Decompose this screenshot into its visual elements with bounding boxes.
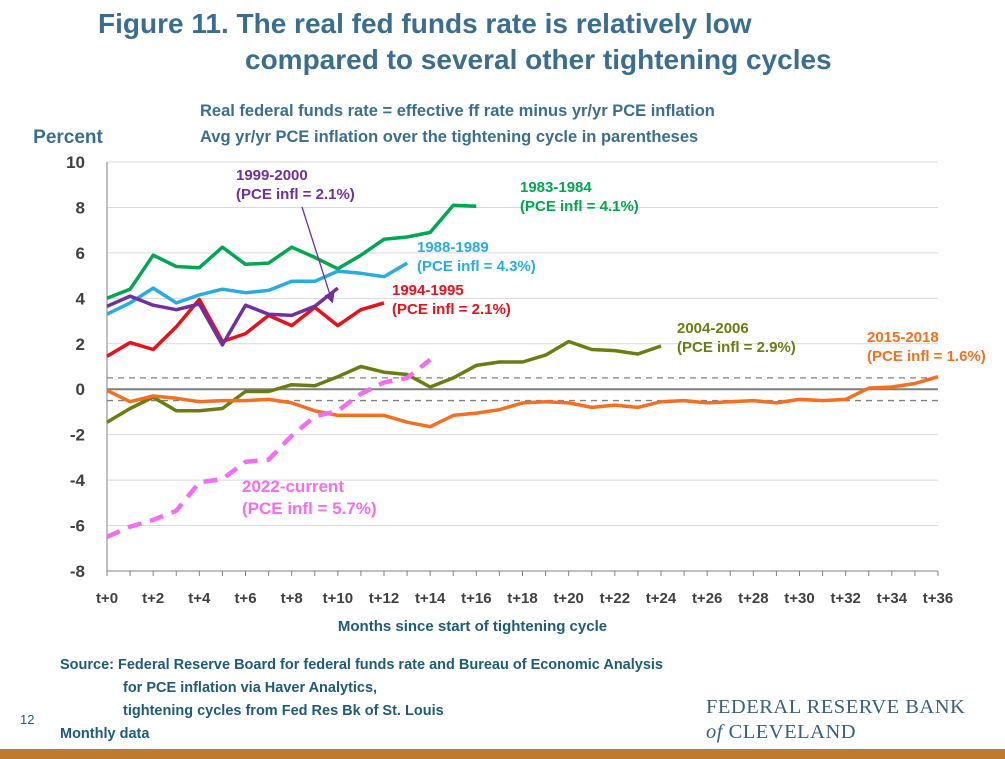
series-label-2015-2018: 2015-2018 (PCE infl = 1.6%) [867,329,986,365]
series-line-1988-1989 [106,261,408,316]
y-tick-label: -2 [70,426,85,445]
series-label-1999-2000: 1999-2000 (PCE infl = 2.1%) [236,167,355,203]
series-label-inflation: (PCE infl = 2.1%) [236,186,355,203]
series-label-inflation: (PCE infl = 2.9%) [677,339,796,356]
x-tick-label: t+16 [461,590,491,607]
series-label-name: 1983-1984 [520,179,592,196]
label-pointer-1999-2000 [301,206,335,304]
logo-line-2: CLEVELAND [728,721,857,743]
x-tick-label: t+12 [369,590,399,607]
x-tick-label: t+0 [96,590,118,607]
series-line-2004-2006 [106,339,662,424]
series-line-1999-2000 [106,286,339,347]
series-line-2015-2018 [106,375,939,429]
series-line-1983-1984 [106,203,477,300]
x-tick-label: t+36 [923,590,953,607]
y-tick-label: 0 [76,380,85,399]
x-tick-label: t+2 [142,590,164,607]
series-label-2022-current: 2022-current (PCE infl = 5.7%) [242,477,377,518]
x-tick-label: t+8 [281,590,303,607]
x-tick-label: t+6 [234,590,256,607]
series-label-inflation: (PCE infl = 1.6%) [867,348,986,365]
y-tick-label: 6 [76,244,85,263]
series-label-2004-2006: 2004-2006 (PCE infl = 2.9%) [677,320,796,356]
subtitle-line-2: Avg yr/yr PCE inflation over the tighten… [200,128,699,146]
series-label-name: 1994-1995 [392,282,464,299]
series-line-1994-1995 [106,297,385,358]
series-line-2022-current [106,357,432,539]
title-line-1: Figure 11. The real fed funds rate is re… [98,8,752,39]
x-tick-label: t+28 [738,590,768,607]
series-label-inflation: (PCE infl = 2.1%) [392,301,511,318]
y-tick-label: 2 [76,335,85,354]
x-tick-label: t+18 [507,590,537,607]
series-label-inflation: (PCE infl = 4.1%) [520,198,639,215]
series-label-name: 2022-current [242,477,344,496]
source-line-2: for PCE inflation via Haver Analytics, [123,680,378,696]
y-axis-title: Percent [33,127,103,148]
source-line-3: tightening cycles from Fed Res Bk of St.… [123,703,444,719]
bottom-bar [0,749,1005,759]
y-tick-label: -4 [70,471,86,490]
x-tick-label: t+22 [600,590,630,607]
federal-reserve-logo: FEDERAL RESERVE BANK of CLEVELAND [706,695,965,745]
x-tick-label: t+10 [323,590,353,607]
series-label-1988-1989: 1988-1989 (PCE infl = 4.3%) [417,239,536,275]
source-line-4: Monthly data [60,726,150,742]
x-tick-label: t+14 [415,590,446,607]
source-note: Source: Federal Reserve Board for federa… [60,654,663,746]
x-axis-title: Months since start of tightening cycle [338,618,607,635]
x-tick-label: t+26 [692,590,722,607]
x-tick-label: t+34 [877,590,908,607]
logo-line-1: FEDERAL RESERVE BANK [706,696,966,718]
page-number: 12 [20,712,35,727]
series-label-name: 2004-2006 [677,320,749,337]
chart-subtitle: Real federal funds rate = effective ff r… [200,98,715,150]
series-label-1983-1984: 1983-1984 (PCE infl = 4.1%) [520,179,639,215]
series-label-inflation: (PCE infl = 4.3%) [417,258,536,275]
source-line-1: Source: Federal Reserve Board for federa… [60,657,663,673]
x-tick-label: t+4 [188,590,211,607]
series-label-name: 2015-2018 [867,329,939,346]
x-tick-label: t+20 [553,590,583,607]
series-label-name: 1988-1989 [417,239,489,256]
x-tick-label: t+24 [646,590,677,607]
line-chart: 10 8 6 4 2 0 -2 -4 -6 -8 t+0 t+2 t+4 t+6 t+8 t+10 t+12 t+… [33,127,986,635]
series-label-name: 1999-2000 [236,167,308,184]
y-tick-label: -6 [70,517,85,536]
series-label-1994-1995: 1994-1995 (PCE infl = 2.1%) [392,282,511,318]
x-tick-label: t+32 [830,590,860,607]
x-tick-label: t+30 [784,590,814,607]
series-label-inflation: (PCE infl = 5.7%) [242,499,377,518]
y-tick-label: 10 [66,153,85,172]
title-line-2: compared to several other tightening cyc… [245,44,832,75]
subtitle-line-1: Real federal funds rate = effective ff r… [200,102,715,120]
y-tick-label: 8 [76,198,85,217]
logo-of: of [706,721,723,743]
y-tick-label: 4 [76,289,86,308]
y-tick-label: -8 [70,562,85,581]
